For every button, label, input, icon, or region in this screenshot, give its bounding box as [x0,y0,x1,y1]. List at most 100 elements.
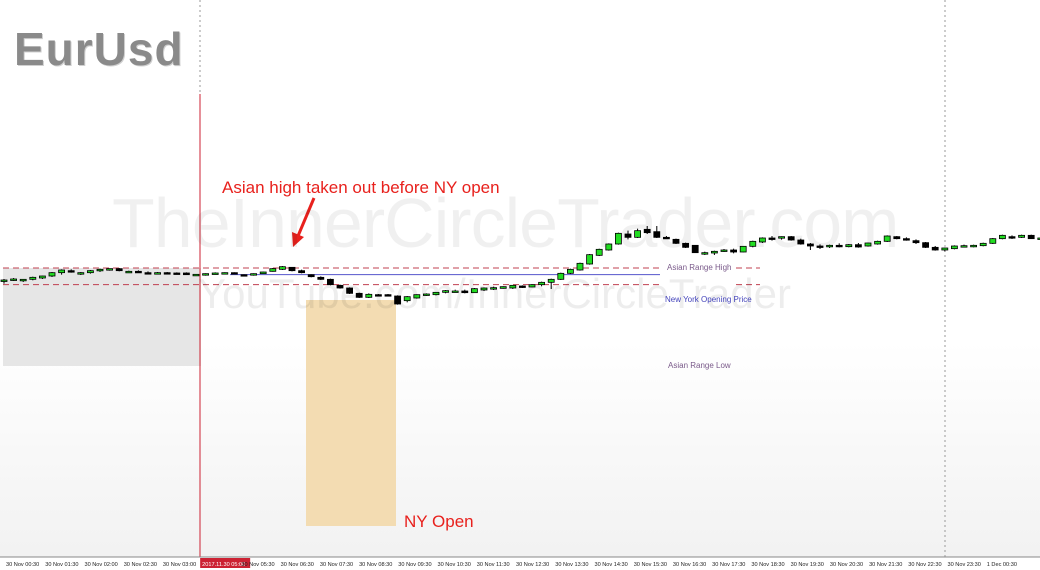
candle [115,268,123,272]
candle [749,240,757,248]
candle [394,295,402,305]
candle [922,242,929,249]
x-tick-label: 30 Nov 18:30 [751,562,784,568]
candle [528,283,536,288]
candle [470,287,478,294]
candle [893,236,901,240]
candle [10,278,18,281]
candle [672,238,680,245]
x-tick-label: 30 Nov 19:30 [791,562,824,568]
candle [374,293,382,297]
candle [701,251,709,256]
candle [538,281,545,287]
x-tick-label: 30 Nov 16:30 [673,562,706,568]
candle [413,294,421,299]
candle [202,273,210,276]
x-tick-label: 30 Nov 02:30 [124,562,157,568]
x-tick-label: 30 Nov 08:30 [359,562,392,568]
x-tick-label: 30 Nov 01:30 [45,562,78,568]
candle [451,289,459,293]
candle [979,242,987,247]
ny-open-annotation: NY Open [404,512,474,531]
candle [163,272,171,275]
x-tick-label: 30 Nov 15:30 [634,562,667,568]
candle [547,278,555,289]
candle [797,238,805,245]
candle [230,272,238,275]
candle [326,278,334,286]
candle [653,226,661,239]
candle [883,235,891,243]
candle [624,230,632,240]
candle [864,242,872,247]
x-tick-label: 30 Nov 13:30 [555,562,588,568]
candle [931,246,939,251]
candle [720,249,728,253]
candle [1037,237,1040,240]
candle [586,254,593,265]
x-tick-label: 30 Nov 21:30 [869,562,902,568]
candle [912,239,920,245]
candle [269,268,277,272]
candle [125,270,133,274]
candle [134,270,142,274]
candle [336,284,344,289]
x-tick-label: 30 Nov 20:30 [830,562,863,568]
candle [989,238,997,245]
candle [634,228,641,239]
candle [365,293,373,298]
candle [499,286,507,289]
candle [403,295,411,303]
x-tick-label: 30 Nov 12:30 [516,562,549,568]
candle [855,243,862,248]
candle [970,244,977,248]
ny-open-box [306,300,396,526]
candle [67,269,75,273]
x-tick-label: 30 Nov 07:30 [320,562,353,568]
x-tick-label: 30 Nov 05:30 [241,562,274,568]
candle [874,240,881,245]
candle [682,242,689,249]
candle [442,289,450,294]
candle [576,262,584,271]
candle [1027,234,1035,240]
candle [567,268,574,274]
candle [432,291,440,296]
candle [250,273,258,276]
candles-layer [0,226,1040,305]
candle [768,236,776,241]
x-tick-label: 30 Nov 17:30 [712,562,745,568]
candle [643,226,651,235]
candle [384,293,392,297]
candle [144,271,152,275]
candle [0,279,8,284]
candle [96,268,104,272]
asian-session-box [3,268,201,366]
x-tick-label: 1 Dec 00:30 [987,562,1017,568]
watermark-youtube: YouTube.com/InnerCircleTrader [198,270,791,317]
level-label-ny-open: New York Opening Price [665,295,752,304]
x-tick-label: 30 Nov 11:30 [477,562,510,568]
candle [461,289,469,294]
candle [346,287,354,294]
candle [19,278,27,282]
candle [480,287,488,291]
candle [711,250,718,256]
candle [960,244,968,248]
candle [519,285,526,288]
candle [951,245,958,250]
candle [557,272,565,280]
level-label-asian-high: Asian Range High [667,263,732,272]
symbol-title: EurUsd [14,23,184,75]
time-axis-bar [0,557,1040,570]
asian-high-annotation: Asian high taken out before NY open [222,178,500,197]
candle [739,245,747,253]
x-tick-label: 30 Nov 00:30 [6,562,39,568]
candle [298,269,306,274]
candle [278,266,286,270]
candle [87,270,94,274]
candle [422,293,430,296]
x-tick-label: 30 Nov 06:30 [281,562,314,568]
